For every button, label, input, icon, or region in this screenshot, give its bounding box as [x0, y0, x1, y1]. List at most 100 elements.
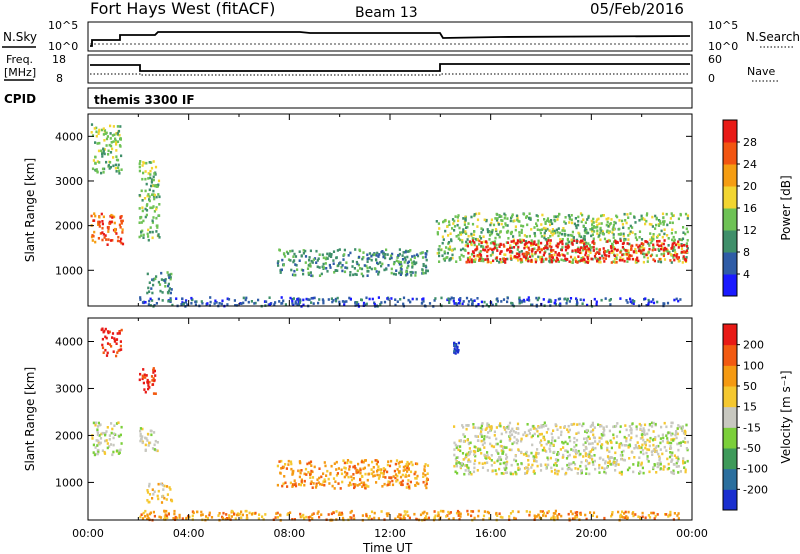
- data-cell: [422, 263, 425, 266]
- data-cell: [459, 238, 462, 242]
- data-cell: [98, 222, 101, 226]
- data-cell: [426, 464, 430, 467]
- data-cell: [117, 421, 120, 424]
- data-cell: [310, 480, 313, 483]
- data-cell: [456, 345, 459, 349]
- data-cell: [574, 258, 577, 261]
- data-cell: [355, 273, 358, 276]
- data-cell: [245, 517, 248, 520]
- data-cell: [504, 468, 507, 471]
- data-cell: [443, 251, 446, 255]
- data-cell: [557, 252, 561, 255]
- data-cell: [627, 238, 630, 241]
- data-cell: [667, 237, 670, 240]
- data-cell: [471, 510, 475, 513]
- data-cell: [406, 460, 409, 464]
- data-cell: [322, 256, 325, 260]
- data-cell: [455, 456, 458, 459]
- data-cell: [598, 234, 601, 237]
- data-cell: [581, 424, 584, 428]
- data-cell: [613, 220, 616, 224]
- data-cell: [630, 301, 633, 305]
- data-cell: [115, 143, 118, 146]
- data-cell: [615, 261, 618, 264]
- data-cell: [662, 216, 665, 220]
- data-cell: [685, 250, 688, 254]
- data-cell: [638, 472, 641, 475]
- data-cell: [448, 245, 452, 249]
- data-cell: [660, 244, 663, 247]
- data-cell: [400, 460, 403, 464]
- data-cell: [361, 257, 364, 261]
- data-cell: [364, 472, 367, 476]
- data-cell: [154, 392, 157, 395]
- data-region-4: [276, 248, 429, 278]
- data-cell: [576, 302, 579, 305]
- data-cell: [371, 460, 374, 464]
- data-cell: [412, 260, 415, 263]
- data-cell: [514, 228, 517, 232]
- data-cell: [394, 462, 397, 466]
- data-cell: [487, 260, 490, 264]
- data-cell: [634, 513, 637, 516]
- data-cell: [387, 264, 390, 267]
- data-cell: [113, 133, 116, 137]
- data-cell: [543, 247, 546, 250]
- data-region-3: [139, 427, 159, 453]
- data-cell: [142, 368, 145, 371]
- data-cell: [610, 441, 613, 444]
- data-cell: [547, 463, 550, 467]
- data-cell: [102, 233, 105, 236]
- data-cell: [320, 475, 323, 479]
- data-cell: [493, 245, 497, 248]
- data-cell: [175, 297, 178, 300]
- data-cell: [670, 247, 673, 250]
- data-cell: [108, 438, 111, 441]
- data-cell: [405, 270, 408, 274]
- data-cell: [161, 299, 164, 302]
- data-cell: [566, 467, 569, 471]
- data-cell: [560, 248, 563, 252]
- data-cell: [105, 137, 109, 141]
- data-cell: [594, 226, 597, 229]
- data-cell: [456, 223, 459, 227]
- data-cell: [605, 223, 608, 227]
- data-cell: [514, 470, 517, 474]
- data-cell: [254, 301, 257, 305]
- data-cell: [564, 222, 567, 225]
- data-cell: [324, 262, 327, 265]
- data-cell: [577, 467, 580, 471]
- data-cell: [587, 254, 590, 258]
- data-cell: [373, 511, 376, 515]
- data-cell: [619, 425, 622, 428]
- data-cell: [570, 468, 573, 472]
- data-cell: [302, 303, 305, 307]
- data-cell: [642, 471, 645, 475]
- data-cell: [455, 446, 458, 450]
- data-cell: [658, 457, 661, 460]
- data-cell: [167, 273, 170, 277]
- data-cell: [639, 437, 642, 440]
- data-cell: [97, 237, 100, 240]
- data-cell: [598, 440, 601, 443]
- data-cell: [610, 446, 613, 450]
- data-cell: [647, 303, 650, 307]
- data-cell: [104, 433, 107, 437]
- data-cell: [533, 514, 536, 518]
- data-cell: [144, 207, 147, 211]
- data-cell: [506, 249, 509, 252]
- data-cell: [599, 226, 602, 230]
- data-cell: [466, 454, 469, 457]
- data-cell: [550, 254, 553, 257]
- data-cell: [94, 423, 97, 427]
- data-cell: [157, 179, 161, 183]
- data-cell: [558, 254, 561, 257]
- data-cell: [584, 441, 587, 444]
- x-tick-label: 00:00: [676, 527, 708, 540]
- data-cell: [593, 255, 597, 258]
- data-cell: [282, 263, 285, 267]
- colorbar-swatch: [723, 274, 737, 297]
- data-cell: [453, 349, 456, 353]
- data-cell: [593, 426, 596, 429]
- data-cell: [679, 298, 682, 301]
